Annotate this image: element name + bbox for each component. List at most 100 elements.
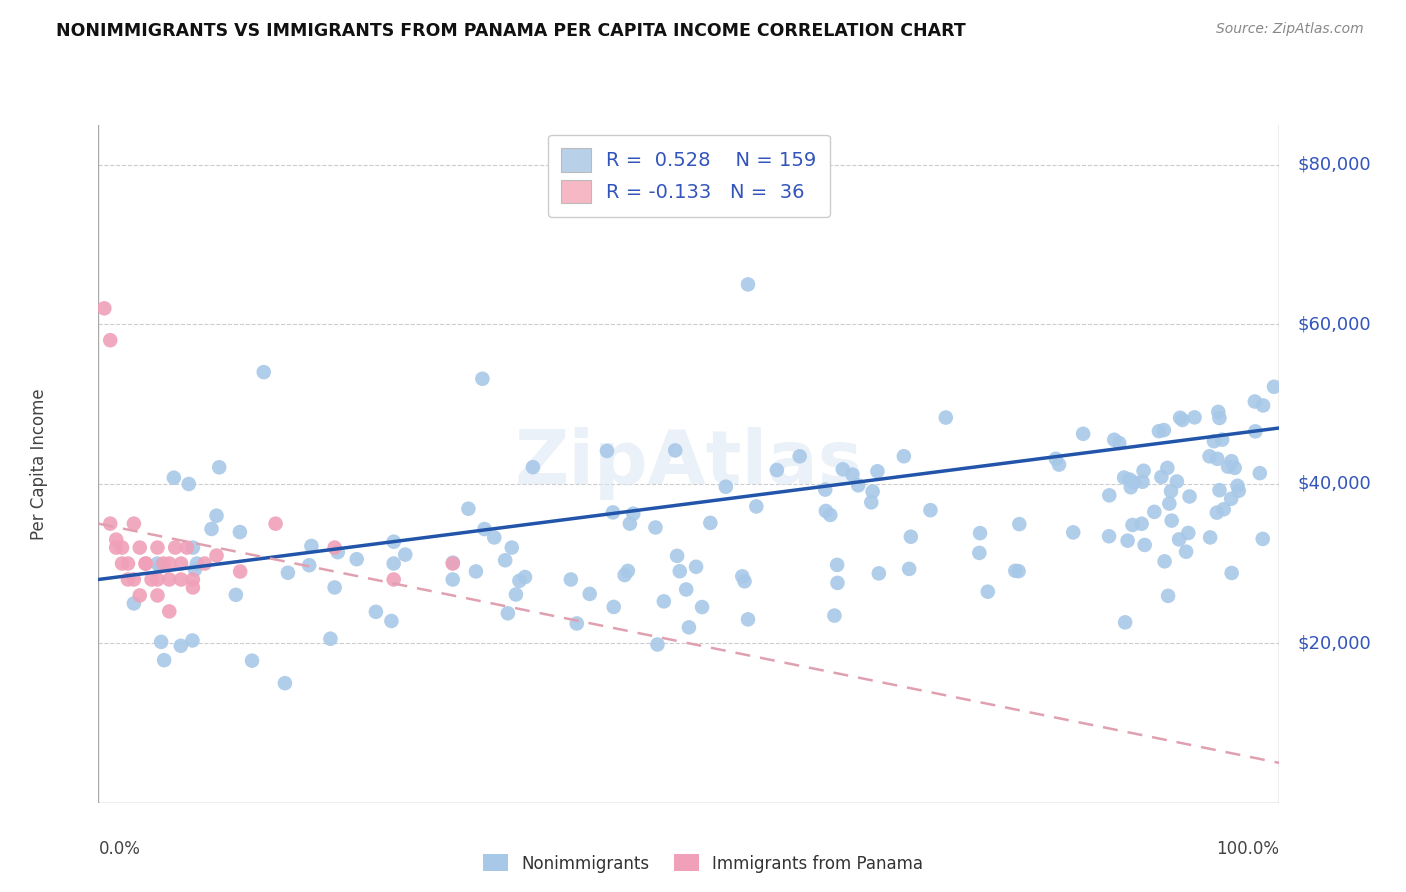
Point <box>814 504 837 518</box>
Point <box>163 471 186 485</box>
Point <box>111 541 134 555</box>
Text: ZipAtlas: ZipAtlas <box>515 427 863 500</box>
Point <box>827 575 849 590</box>
Point <box>299 539 322 553</box>
Point <box>1112 470 1135 484</box>
Text: $40,000: $40,000 <box>1298 475 1371 492</box>
Point <box>1263 380 1285 394</box>
Point <box>1116 533 1139 548</box>
Text: $20,000: $20,000 <box>1298 634 1371 652</box>
Point <box>170 573 193 587</box>
Point <box>1251 532 1274 546</box>
Point <box>647 638 669 652</box>
Point <box>846 478 869 492</box>
Point <box>1227 483 1250 498</box>
Point <box>1047 458 1070 472</box>
Point <box>501 541 523 555</box>
Point <box>146 541 169 555</box>
Point <box>1160 484 1182 499</box>
Point <box>699 516 721 530</box>
Point <box>141 573 163 587</box>
Text: Per Capita Income: Per Capita Income <box>31 388 48 540</box>
Point <box>170 639 193 653</box>
Point <box>1208 483 1230 498</box>
Point <box>1220 454 1243 468</box>
Point <box>652 594 675 608</box>
Point <box>464 565 486 579</box>
Point <box>277 566 299 580</box>
Text: Source: ZipAtlas.com: Source: ZipAtlas.com <box>1216 22 1364 37</box>
Point <box>457 501 479 516</box>
Point <box>326 545 349 559</box>
Point <box>1153 423 1175 437</box>
Point <box>522 460 544 475</box>
Point <box>194 557 217 571</box>
Point <box>117 573 139 587</box>
Point <box>298 558 321 573</box>
Point <box>394 548 416 562</box>
Point <box>565 616 588 631</box>
Point <box>122 573 145 587</box>
Point <box>494 553 516 567</box>
Point <box>323 541 346 555</box>
Text: NONIMMIGRANTS VS IMMIGRANTS FROM PANAMA PER CAPITA INCOME CORRELATION CHART: NONIMMIGRANTS VS IMMIGRANTS FROM PANAMA … <box>56 22 966 40</box>
Point <box>240 654 263 668</box>
Point <box>1114 615 1136 630</box>
Point <box>766 463 789 477</box>
Point <box>152 557 174 571</box>
Point <box>1062 525 1084 540</box>
Point <box>1132 464 1154 478</box>
Point <box>1202 434 1225 449</box>
Point <box>1119 480 1142 494</box>
Point <box>146 573 169 587</box>
Point <box>1133 538 1156 552</box>
Point <box>977 584 1000 599</box>
Point <box>1159 497 1181 511</box>
Point <box>1007 564 1029 578</box>
Point <box>745 500 768 514</box>
Point <box>1153 554 1175 568</box>
Point <box>146 589 169 603</box>
Point <box>1220 491 1243 506</box>
Point <box>1045 451 1067 466</box>
Point <box>150 635 173 649</box>
Point <box>93 301 115 316</box>
Point <box>135 557 157 571</box>
Point <box>668 564 690 578</box>
Point <box>814 483 837 497</box>
Point <box>1150 470 1173 484</box>
Point <box>1184 410 1206 425</box>
Point <box>128 589 150 603</box>
Point <box>170 557 193 571</box>
Point <box>508 574 530 588</box>
Point <box>1206 451 1229 466</box>
Point <box>664 443 686 458</box>
Point <box>319 632 342 646</box>
Point <box>323 581 346 595</box>
Point <box>181 573 204 587</box>
Point <box>841 467 863 482</box>
Point <box>441 573 464 587</box>
Point <box>1004 564 1026 578</box>
Point <box>1166 475 1188 489</box>
Legend: R =  0.528    N = 159, R = -0.133   N =  36: R = 0.528 N = 159, R = -0.133 N = 36 <box>548 135 830 217</box>
Point <box>969 526 991 541</box>
Point <box>382 534 405 549</box>
Point <box>205 508 228 523</box>
Point <box>644 520 666 534</box>
Point <box>128 541 150 555</box>
Text: $80,000: $80,000 <box>1298 156 1371 174</box>
Point <box>149 559 172 574</box>
Point <box>578 587 600 601</box>
Point <box>1220 566 1243 580</box>
Point <box>1119 473 1142 487</box>
Point <box>146 557 169 571</box>
Point <box>789 450 811 464</box>
Point <box>866 464 889 478</box>
Point <box>690 600 713 615</box>
Point <box>1208 411 1230 425</box>
Point <box>122 596 145 610</box>
Point <box>229 565 252 579</box>
Point <box>208 460 231 475</box>
Point <box>346 552 368 566</box>
